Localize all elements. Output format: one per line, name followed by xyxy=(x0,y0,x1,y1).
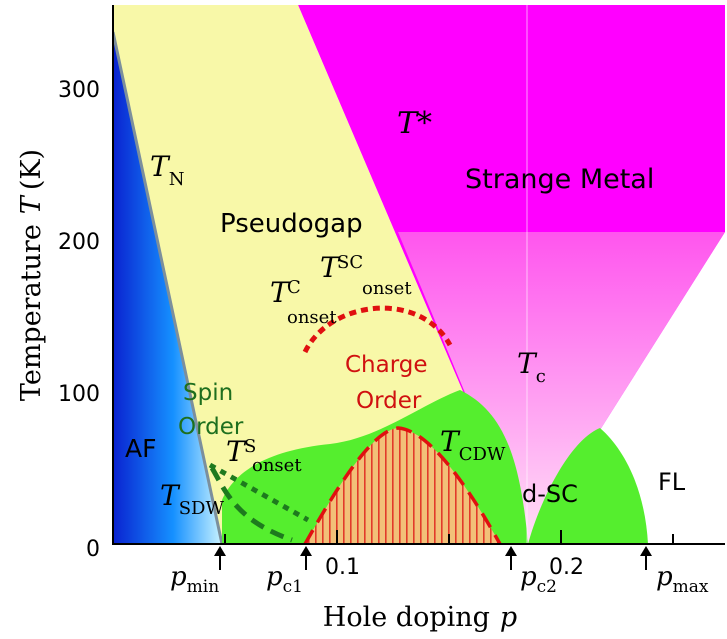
pmax-sub: max xyxy=(673,577,709,597)
spin-order-label-1: Spin xyxy=(183,380,233,406)
y-tick-label: 100 xyxy=(58,382,100,407)
charge-order-label-2: Order xyxy=(356,388,422,414)
y-title-word: Temperature xyxy=(16,224,47,401)
dsc-label: d-SC xyxy=(522,480,578,508)
pc1-sub: c1 xyxy=(283,577,303,597)
y-title-unit: (K) xyxy=(16,149,47,190)
x-tick-label: 0.1 xyxy=(325,555,360,580)
pmax-arrow xyxy=(640,546,652,570)
y-tick-label: 0 xyxy=(86,537,100,562)
pmin-main: p xyxy=(170,562,187,592)
pseudogap-label: Pseudogap xyxy=(220,209,363,239)
pmax-main: p xyxy=(656,562,673,592)
y-tick-label: 200 xyxy=(58,230,100,255)
af-label: AF xyxy=(125,434,156,463)
ts-onset-sup: S xyxy=(244,436,256,457)
y-title-T: T xyxy=(16,194,47,214)
x-axis-title: Hole doping p xyxy=(323,602,517,633)
pmin-label: pmin xyxy=(170,562,219,597)
tcdw-sub: CDW xyxy=(459,444,506,465)
tc-sub: c xyxy=(536,366,546,387)
tsdw-sub: SDW xyxy=(179,498,225,519)
charge-order-label-1: Charge xyxy=(345,352,428,378)
tsc-onset-sub: onset xyxy=(362,278,412,299)
pmin-arrow xyxy=(214,546,226,570)
x-title-word: Hole doping xyxy=(323,602,490,633)
pc1-label: pc1 xyxy=(266,562,303,597)
pc2-sub: c2 xyxy=(537,577,557,597)
tsc-onset-sup: SC xyxy=(337,252,363,273)
y-axis-title: Temperature T (K) xyxy=(16,149,47,401)
tstar-label: T* xyxy=(397,106,432,141)
pc2-main: p xyxy=(520,562,537,592)
pc1-main: p xyxy=(266,562,283,592)
svg-text:TemperatureT(K): Temperature T (K) xyxy=(16,149,47,401)
tn-sub: N xyxy=(169,169,185,190)
ts-onset-sub: onset xyxy=(252,455,302,476)
strange-metal-label: Strange Metal xyxy=(465,164,654,195)
x-title-p: p xyxy=(500,602,517,633)
tc-onset-sup: C xyxy=(287,277,301,298)
pc1-arrow xyxy=(300,546,312,570)
pmin-sub: min xyxy=(187,577,220,597)
y-tick-group: 0 100 200 300 xyxy=(58,78,100,562)
pc2-arrow xyxy=(505,546,517,570)
fl-label: FL xyxy=(658,468,686,496)
pmax-label: pmax xyxy=(656,562,709,597)
y-tick-label: 300 xyxy=(58,78,100,103)
tc-onset-sub: onset xyxy=(287,307,337,328)
